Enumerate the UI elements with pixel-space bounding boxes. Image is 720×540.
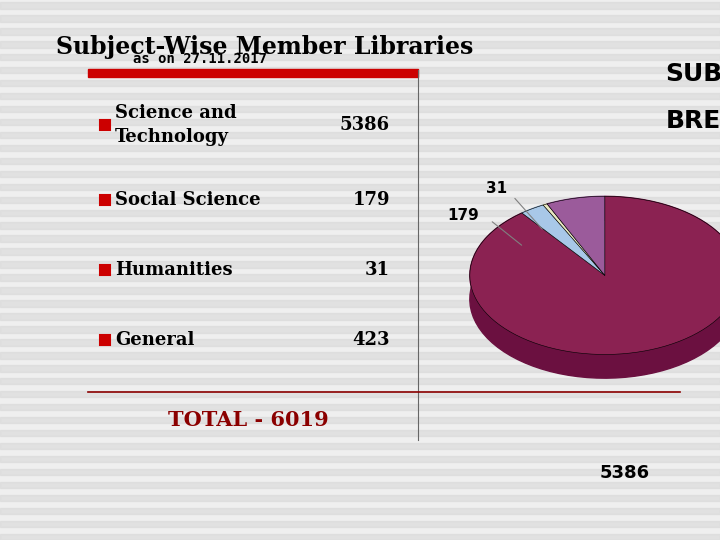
Text: Science and: Science and [115, 104, 237, 122]
Polygon shape [470, 197, 720, 378]
Text: as on 27.11.2017: as on 27.11.2017 [133, 52, 267, 66]
Bar [0, 430, 720, 436]
Bar [0, 365, 720, 372]
Polygon shape [547, 197, 605, 228]
Bar [0, 339, 720, 346]
Bar [0, 15, 720, 22]
Bar [0, 41, 720, 48]
Text: 179: 179 [353, 191, 390, 209]
Bar [0, 261, 720, 268]
Bar [100, 120, 110, 130]
Bar [0, 378, 720, 384]
Bar [0, 352, 720, 359]
Bar [0, 404, 720, 410]
Text: 31: 31 [365, 261, 390, 279]
Bar [100, 265, 110, 275]
Text: 31: 31 [486, 181, 508, 196]
Text: Technology: Technology [115, 128, 229, 146]
Bar [0, 482, 720, 488]
Bar [0, 300, 720, 307]
Text: SUBJECT: SUBJECT [665, 62, 720, 86]
Bar [0, 456, 720, 462]
Bar [0, 197, 720, 203]
Text: Social Science: Social Science [115, 191, 261, 209]
Polygon shape [547, 197, 605, 275]
Bar [0, 171, 720, 177]
Text: 5386: 5386 [340, 116, 390, 134]
Bar [0, 274, 720, 281]
Bar [88, 69, 418, 77]
Bar [0, 222, 720, 229]
Bar [0, 210, 720, 216]
Polygon shape [470, 197, 720, 354]
Bar [0, 287, 720, 294]
Bar [0, 534, 720, 540]
Bar [0, 67, 720, 73]
Polygon shape [522, 205, 605, 275]
Text: TOTAL - 6019: TOTAL - 6019 [168, 410, 328, 430]
Text: BREAK-: BREAK- [665, 109, 720, 133]
Bar [0, 313, 720, 320]
Bar [0, 132, 720, 138]
Text: General: General [115, 331, 194, 349]
Bar [0, 2, 720, 9]
Bar [0, 417, 720, 423]
Text: Subject-Wise Member Libraries: Subject-Wise Member Libraries [56, 35, 474, 59]
Bar [0, 326, 720, 333]
Bar [0, 158, 720, 164]
Bar [0, 145, 720, 151]
Bar [0, 235, 720, 242]
Bar [0, 495, 720, 501]
Polygon shape [543, 204, 547, 229]
Bar [0, 391, 720, 397]
Bar [100, 195, 110, 205]
Bar [0, 469, 720, 475]
Text: 423: 423 [353, 331, 390, 349]
Bar [0, 521, 720, 527]
Bar [0, 54, 720, 60]
Bar [0, 119, 720, 125]
Text: Humanities: Humanities [115, 261, 233, 279]
Bar [0, 508, 720, 514]
Polygon shape [522, 205, 543, 237]
Text: 179: 179 [447, 208, 479, 223]
Text: 5386: 5386 [600, 464, 650, 482]
Bar [0, 184, 720, 190]
Bar [0, 28, 720, 35]
Bar [100, 335, 110, 345]
Bar [0, 80, 720, 86]
Bar [0, 443, 720, 449]
Polygon shape [543, 204, 605, 275]
Bar [0, 248, 720, 255]
Bar [0, 106, 720, 112]
Bar [0, 93, 720, 99]
